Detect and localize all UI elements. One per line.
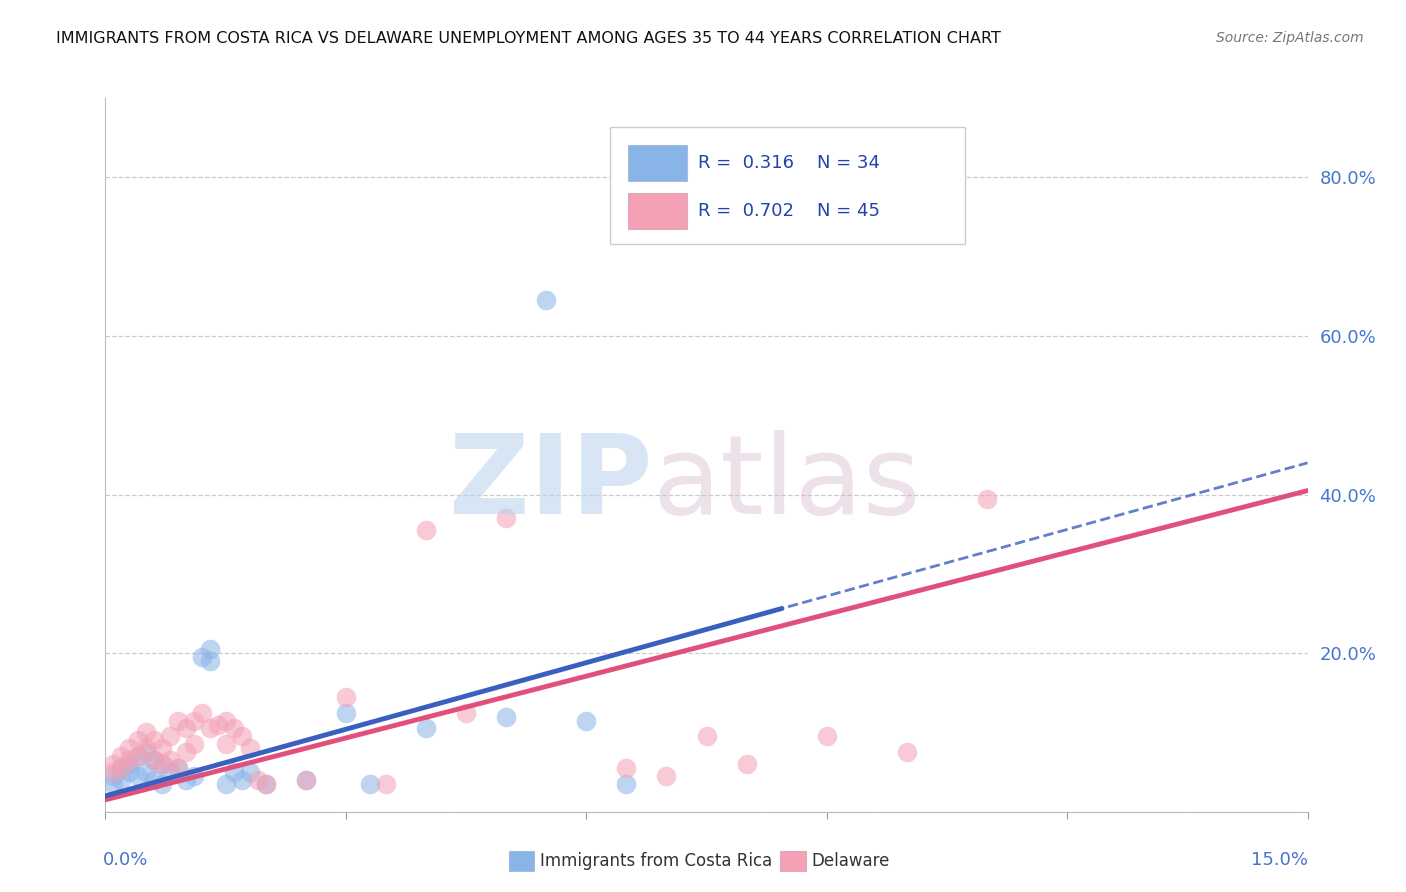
Point [735,757,758,772]
Point [415,722,437,736]
Point [110,761,132,775]
Point [166,761,188,775]
Point [135,745,157,759]
Point [815,730,838,744]
Point [110,749,132,764]
Point [174,722,197,736]
Point [374,777,398,791]
Point [110,772,132,787]
Text: Immigrants from Costa Rica: Immigrants from Costa Rica [540,852,772,870]
Point [150,741,173,756]
Point [495,709,517,723]
Text: IMMIGRANTS FROM COSTA RICA VS DELAWARE UNEMPLOYMENT AMONG AGES 35 TO 44 YEARS CO: IMMIGRANTS FROM COSTA RICA VS DELAWARE U… [56,31,1001,46]
Point [214,777,236,791]
Point [127,769,149,783]
Point [127,749,149,764]
Point [295,772,318,787]
Point [239,765,262,780]
Point [198,654,221,668]
Point [214,714,236,728]
Point [214,737,236,751]
Text: Delaware: Delaware [811,852,890,870]
Point [295,772,318,787]
Point [142,772,165,787]
Point [135,765,157,780]
Point [198,642,221,657]
Point [198,722,221,736]
Point [190,650,212,665]
Point [127,733,149,747]
Point [166,714,188,728]
Point [575,714,598,728]
Point [616,761,638,775]
Text: R =  0.702    N = 45: R = 0.702 N = 45 [699,202,880,220]
Point [135,725,157,739]
Point [254,777,277,791]
FancyBboxPatch shape [628,193,688,229]
Point [103,765,125,780]
Point [142,753,165,767]
Point [454,706,477,720]
Point [174,745,197,759]
Point [696,730,718,744]
Point [534,293,557,308]
Text: 0.0%: 0.0% [103,851,149,869]
FancyBboxPatch shape [610,127,965,244]
Point [135,741,157,756]
Point [222,722,245,736]
Point [118,757,141,772]
Point [142,753,165,767]
FancyBboxPatch shape [628,145,688,181]
Point [231,772,253,787]
Point [495,511,517,525]
Point [159,765,181,780]
Text: atlas: atlas [652,430,921,537]
Point [190,706,212,720]
Point [159,753,181,767]
Point [127,749,149,764]
Point [183,769,205,783]
Point [254,777,277,791]
Text: R =  0.316    N = 34: R = 0.316 N = 34 [699,154,880,172]
Point [335,690,357,704]
Point [976,491,998,506]
Text: Source: ZipAtlas.com: Source: ZipAtlas.com [1216,31,1364,45]
Point [415,523,437,537]
Point [183,714,205,728]
Text: 15.0%: 15.0% [1250,851,1308,869]
Point [335,706,357,720]
Point [655,769,678,783]
Point [246,772,269,787]
Point [896,745,918,759]
Point [150,777,173,791]
Point [359,777,381,791]
Point [159,730,181,744]
Point [222,765,245,780]
Point [103,757,125,772]
Point [174,772,197,787]
Point [103,777,125,791]
Point [150,757,173,772]
Point [103,769,125,783]
Point [142,733,165,747]
Point [207,717,229,731]
Point [150,757,173,772]
Point [166,761,188,775]
Point [110,761,132,775]
Point [118,765,141,780]
Point [118,741,141,756]
Point [183,737,205,751]
Point [239,741,262,756]
Text: ZIP: ZIP [449,430,652,537]
Point [616,777,638,791]
Point [118,753,141,767]
Point [231,730,253,744]
